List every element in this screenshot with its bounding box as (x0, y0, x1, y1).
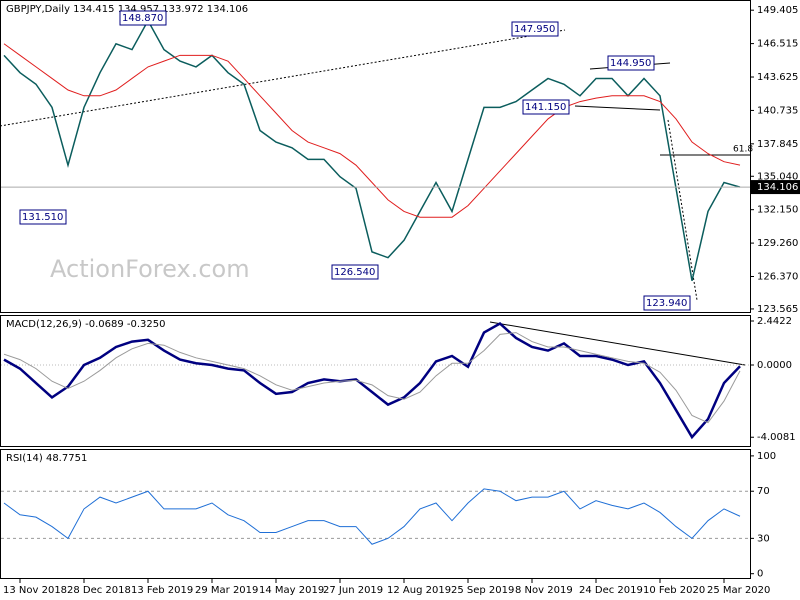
annotation: 131.510 (22, 212, 63, 223)
annotation: 144.950 (610, 58, 651, 69)
y-tick-label: 100 (757, 451, 776, 462)
macd-trend-line (489, 321, 746, 366)
y-tick-label: 137.845 (757, 139, 798, 150)
x-tick-label: 24 Dec 2019 (579, 585, 643, 596)
y-tick-label: 149.405 (757, 5, 798, 16)
annotation-box (511, 21, 559, 37)
y-tick-label: 30 (757, 533, 770, 544)
price-title: GBPJPY,Daily 134.415 134.957 133.972 134… (6, 4, 248, 15)
x-tick-label: 29 Mar 2019 (195, 585, 258, 596)
series-line (3, 488, 741, 545)
annotation: 148.870 (122, 13, 163, 24)
annotation: 126.540 (334, 267, 375, 278)
x-tick-label: 13 Feb 2019 (131, 585, 193, 596)
x-tick-label: 13 Nov 2018 (3, 585, 67, 596)
channel-line (574, 105, 661, 111)
annotation: 147.950 (514, 24, 555, 35)
annotation-box (643, 295, 691, 311)
annotation-box (607, 55, 655, 71)
rsi-title: RSI(14) 48.7751 (6, 453, 87, 464)
y-tick-label: 0.0000 (757, 360, 792, 371)
annotation-box (522, 99, 570, 115)
watermark: ActionForex.com (50, 255, 250, 283)
y-tick-label: 132.150 (757, 205, 798, 216)
x-tick-label: 12 Aug 2019 (387, 585, 451, 596)
rsi-panel (0, 449, 751, 579)
series-line (3, 43, 741, 218)
y-tick-label: 143.625 (757, 72, 798, 83)
price-panel (0, 0, 751, 313)
annotation: 123.940 (646, 298, 687, 309)
annotation-box (331, 264, 379, 280)
annotation: 61.8 (733, 145, 753, 155)
last-price-box (751, 180, 800, 195)
y-tick-label: 129.260 (757, 238, 798, 249)
x-tick-label: 25 Mar 2020 (707, 585, 770, 596)
series-line (3, 332, 741, 424)
annotation-box (119, 10, 167, 26)
y-tick-label: -4.0081 (757, 432, 796, 443)
x-tick-label: 10 Feb 2020 (643, 585, 705, 596)
x-tick-label: 8 Nov 2019 (515, 585, 573, 596)
y-tick-label: 0 (757, 569, 763, 580)
annotation: 141.150 (525, 102, 566, 113)
y-tick-label: 70 (757, 486, 770, 497)
x-tick-label: 25 Sep 2019 (451, 585, 514, 596)
macd-panel (0, 315, 751, 447)
y-tick-label: 123.565 (757, 304, 798, 315)
y-tick-label: 146.515 (757, 39, 798, 50)
x-tick-label: 14 May 2019 (259, 585, 324, 596)
series-line (3, 19, 741, 281)
x-tick-label: 28 Dec 2018 (67, 585, 131, 596)
y-tick-label: 135.040 (757, 171, 798, 182)
trend-line (0, 29, 566, 127)
macd-title: MACD(12,26,9) -0.0689 -0.3250 (6, 319, 166, 330)
y-tick-label: 2.4422 (757, 316, 792, 327)
last-price-label: 134.106 (757, 182, 798, 193)
y-tick-label: 140.735 (757, 105, 798, 116)
annotation-box (19, 209, 67, 225)
series-line (3, 322, 741, 440)
x-tick-label: 27 Jun 2019 (323, 585, 383, 596)
y-tick-label: 126.370 (757, 272, 798, 283)
